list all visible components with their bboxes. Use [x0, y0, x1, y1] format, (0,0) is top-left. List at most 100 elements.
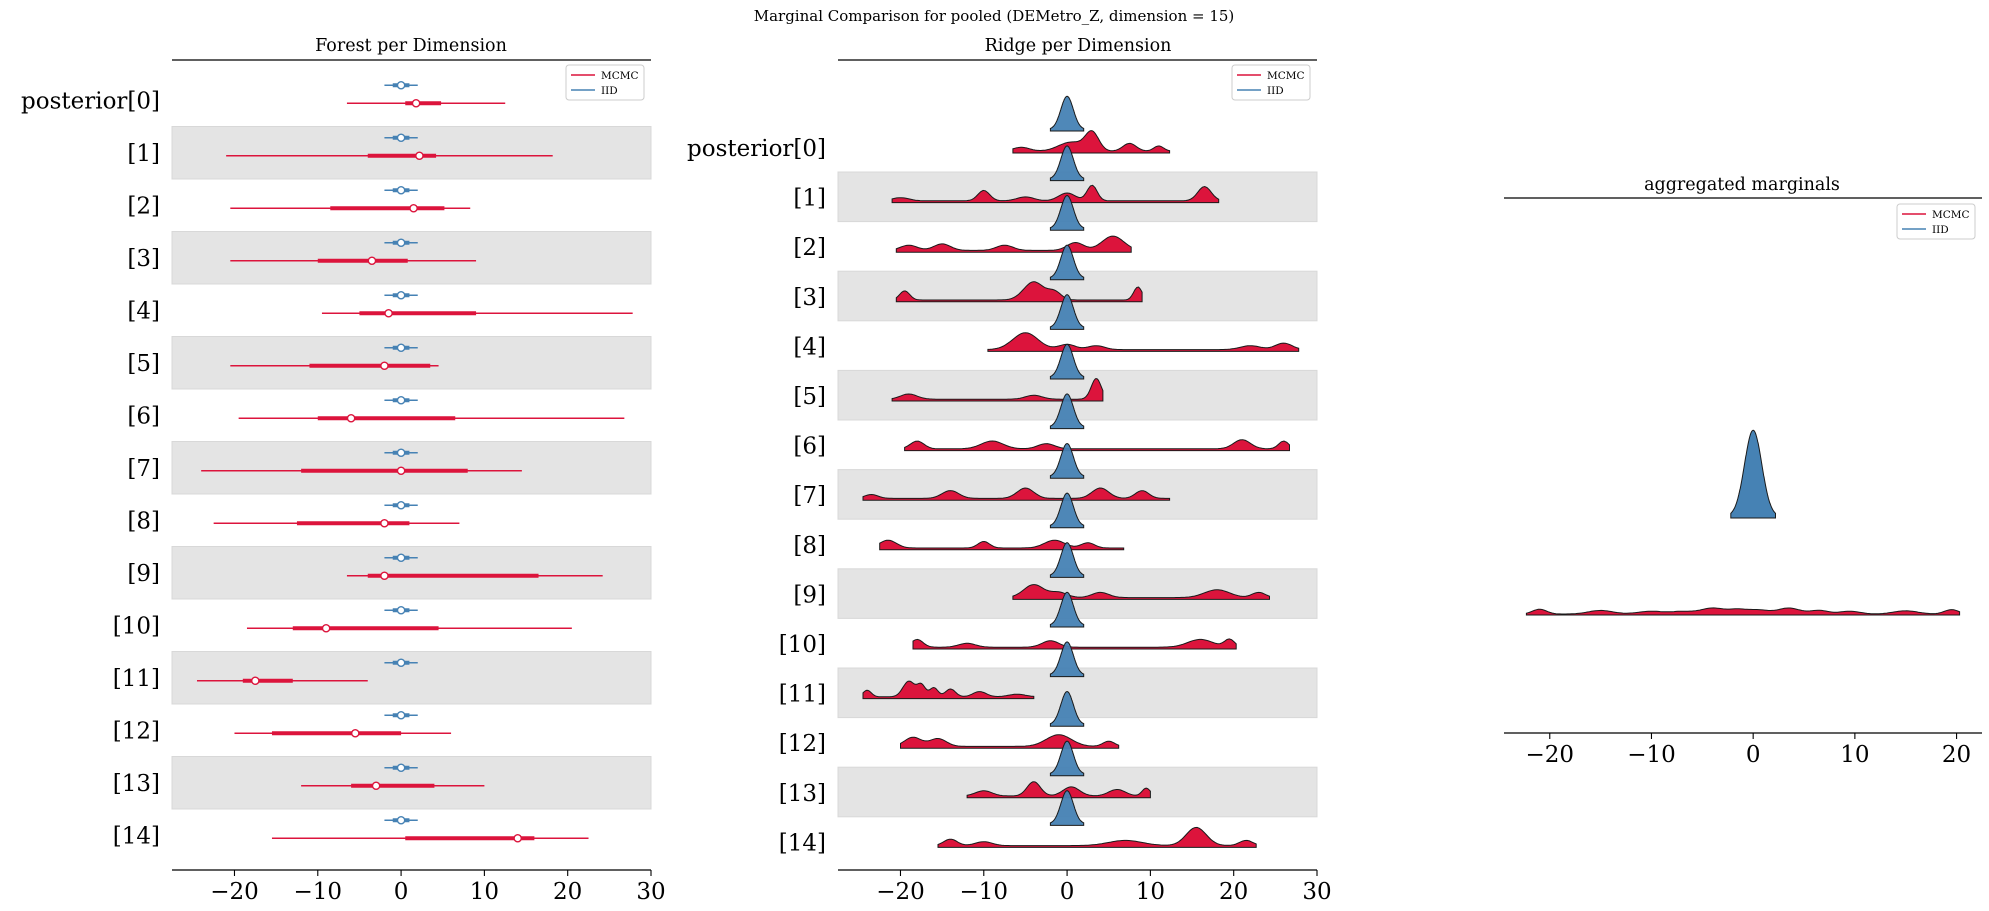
forest-row-band — [171, 231, 652, 285]
forest-y-labels: posterior[0] [1] [2] [3] [4] [5] [6] [7] [8] [9] [… — [21, 88, 160, 849]
forest-row-label: [8] — [127, 508, 160, 534]
ridge-mcmc-density — [891, 184, 1220, 204]
forest-mcmc-median-point — [380, 518, 389, 528]
forest-x-axis: −20 −10 0 10 20 30 — [172, 869, 666, 905]
ridge-row-label: [12] — [779, 731, 826, 757]
ridge-xtick-label: 30 — [1302, 879, 1331, 905]
ridge-y-labels: posterior[0] [1] [2] [3] [4] [5] [6] [7] [8] [9] [… — [687, 136, 826, 856]
forest-row-band — [171, 126, 652, 180]
ridge-iid-density — [1049, 244, 1085, 281]
ridge-iid-density — [1049, 740, 1085, 777]
aggregated-iid-density — [1730, 429, 1776, 519]
forest-mcmc-median-point — [321, 623, 331, 633]
forest-mcmc-median-point — [384, 308, 393, 318]
aggregated-panel: aggregated marginals −20 −10 0 10 20 MCMC II… — [1504, 175, 1982, 768]
ridge-xtick-label: 0 — [1060, 879, 1075, 905]
forest-iid-median-point — [396, 290, 406, 300]
ridge-panel: Ridge per Dimension posterior[0] [1] [2] [3… — [687, 36, 1332, 905]
aggregated-xtick-label: −10 — [1627, 742, 1676, 768]
ridge-mcmc-density — [862, 680, 1035, 700]
forest-iid-median-point — [396, 395, 406, 405]
aggregated-xtick-label: 20 — [1942, 742, 1971, 768]
ridge-x-axis: −20 −10 0 10 20 30 — [838, 869, 1332, 905]
ridge-iid-density — [1049, 95, 1085, 132]
ridge-legend-box — [1231, 64, 1311, 101]
ridge-iid-density — [1049, 492, 1085, 529]
forest-iid-median-point — [396, 500, 406, 510]
ridge-xtick-label: 20 — [1219, 879, 1248, 905]
ridge-row-label: [13] — [779, 781, 826, 807]
forest-row-label: [11] — [113, 666, 160, 692]
ridge-mcmc-density — [1012, 130, 1171, 154]
forest-mcmc-median-point — [346, 413, 356, 423]
ridge-mcmc-density — [862, 487, 1171, 501]
forest-row-label: [3] — [127, 246, 160, 272]
forest-row-label: posterior[0] — [21, 88, 160, 114]
ridge-row-label: [10] — [779, 632, 826, 658]
ridge-iid-density — [1049, 145, 1085, 182]
ridge-mcmc-density — [895, 281, 1143, 303]
forest-panel: Forest per Dimension posterior[0] [1] [2] [… — [21, 36, 666, 905]
ridge-xtick-label: −20 — [876, 879, 925, 905]
forest-mcmc-median-point — [411, 98, 421, 108]
forest-row-band — [171, 756, 652, 810]
ridge-mcmc-density — [966, 781, 1151, 799]
forest-marks — [196, 80, 633, 843]
forest-mcmc-median-point — [350, 728, 360, 738]
forest-row-label: [13] — [113, 771, 160, 797]
forest-mcmc-median-point — [380, 571, 389, 581]
ridge-row-label: [11] — [779, 682, 826, 708]
forest-iid-median-point — [396, 763, 406, 773]
ridge-mcmc-density — [937, 826, 1257, 848]
ridge-mcmc-density — [912, 638, 1237, 650]
ridge-legend: MCMC IID — [1231, 64, 1311, 101]
forest-row-band — [171, 441, 652, 495]
aggregated-xtick-label: −20 — [1525, 742, 1574, 768]
forest-row-label: [4] — [127, 298, 160, 324]
ridge-marks — [862, 95, 1300, 848]
ridge-row-label: [3] — [793, 285, 826, 311]
forest-row-band — [171, 651, 652, 705]
forest-iid-median-point — [396, 80, 406, 90]
ridge-row-label: [14] — [779, 830, 826, 856]
ridge-row-label: [5] — [793, 384, 826, 410]
forest-xtick-label: 20 — [553, 879, 582, 905]
forest-iid-median-point — [396, 185, 406, 195]
ridge-iid-density — [1049, 194, 1085, 231]
forest-iid-median-point — [396, 658, 406, 668]
forest-mcmc-median-point — [513, 833, 523, 843]
forest-iid-median-point — [396, 815, 406, 825]
ridge-row-label: [6] — [793, 434, 826, 460]
aggregated-x-axis: −20 −10 0 10 20 — [1504, 732, 1982, 768]
ridge-mcmc-density — [904, 439, 1290, 452]
forest-xtick-label: 0 — [394, 879, 409, 905]
aggregated-marks — [1525, 429, 1961, 616]
forest-row-label: [14] — [113, 823, 160, 849]
figure-suptitle: Marginal Comparison for pooled (DEMetro_… — [754, 7, 1235, 25]
forest-row-label: [10] — [113, 613, 160, 639]
forest-xtick-label: −10 — [294, 879, 343, 905]
forest-row-label: [6] — [127, 403, 160, 429]
ridge-iid-density — [1049, 790, 1085, 826]
aggregated-mcmc-density — [1525, 607, 1961, 616]
forest-mcmc-median-point — [251, 676, 260, 686]
forest-iid-median-point — [396, 133, 406, 143]
aggregated-xtick-label: 0 — [1746, 742, 1761, 768]
ridge-mcmc-density — [895, 235, 1132, 253]
ridge-iid-density — [1049, 591, 1085, 628]
forest-legend: MCMC IID — [565, 64, 645, 101]
ridge-row-label: [8] — [793, 533, 826, 559]
forest-row-band — [171, 546, 652, 600]
forest-row-band — [171, 336, 652, 390]
ridge-row-label: [2] — [793, 235, 826, 261]
forest-row-label: [12] — [113, 718, 160, 744]
ridge-iid-density — [1049, 641, 1085, 678]
forest-row-label: [9] — [127, 561, 160, 587]
forest-mcmc-median-point — [396, 466, 406, 476]
forest-iid-median-point — [396, 710, 406, 720]
ridge-xtick-label: 10 — [1136, 879, 1165, 905]
forest-mcmc-median-point — [380, 361, 389, 371]
ridge-row-label: [7] — [793, 483, 826, 509]
ridge-row-label: [1] — [793, 186, 826, 212]
forest-title: Forest per Dimension — [315, 36, 507, 56]
